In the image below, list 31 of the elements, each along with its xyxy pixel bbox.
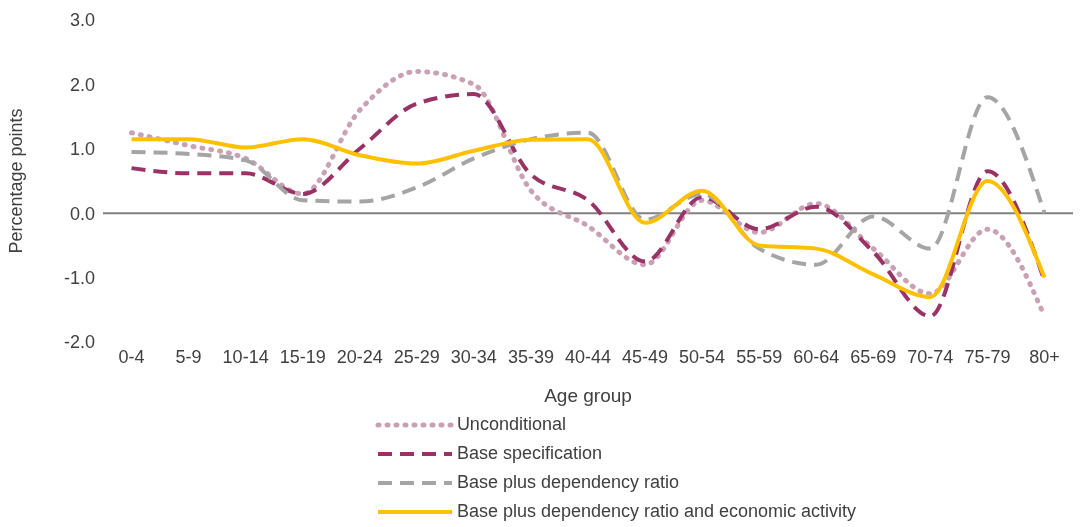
x-tick-label: 40-44 bbox=[564, 346, 612, 367]
x-tick-label: 35-39 bbox=[507, 346, 554, 367]
x-tick-label: 80+ bbox=[1029, 346, 1060, 367]
y-tick-label: -1.0 bbox=[63, 267, 95, 288]
x-tick-label: 15-19 bbox=[279, 346, 326, 367]
y-axis-title: Percentage points bbox=[6, 108, 27, 254]
x-tick-label: 65-69 bbox=[850, 346, 897, 367]
x-tick-label: 10-14 bbox=[222, 346, 269, 367]
x-tick-label: 0-4 bbox=[118, 346, 145, 367]
x-tick-label: 55-59 bbox=[736, 346, 783, 367]
line-series bbox=[129, 137, 1047, 299]
line-series bbox=[129, 95, 1047, 267]
y-tick-label: 2.0 bbox=[69, 74, 95, 95]
x-tick-label: 30-34 bbox=[450, 346, 497, 367]
y-tick-label: -2.0 bbox=[63, 332, 95, 353]
x-tick-label: 5-9 bbox=[175, 346, 202, 367]
x-tick-label: 20-24 bbox=[336, 346, 383, 367]
legend-label: Base specification bbox=[456, 443, 602, 464]
x-tick-label: 45-49 bbox=[622, 346, 669, 367]
y-tick-label: 1.0 bbox=[69, 139, 95, 160]
x-tick-label: 50-54 bbox=[679, 346, 726, 367]
x-axis-title: Age group bbox=[544, 385, 632, 406]
y-tick-label: 0.0 bbox=[69, 203, 95, 224]
x-tick-label: 60-64 bbox=[793, 346, 840, 367]
x-tick-label: 75-79 bbox=[964, 346, 1011, 367]
legend-label: Unconditional bbox=[456, 414, 566, 435]
legend-label: Base plus dependency ratio and economic activity bbox=[456, 501, 857, 522]
x-tick-label: 70-74 bbox=[907, 346, 954, 367]
legend-label: Base plus dependency ratio bbox=[456, 472, 680, 493]
y-tick-label: 3.0 bbox=[69, 10, 95, 31]
x-tick-label: 25-29 bbox=[393, 346, 440, 367]
